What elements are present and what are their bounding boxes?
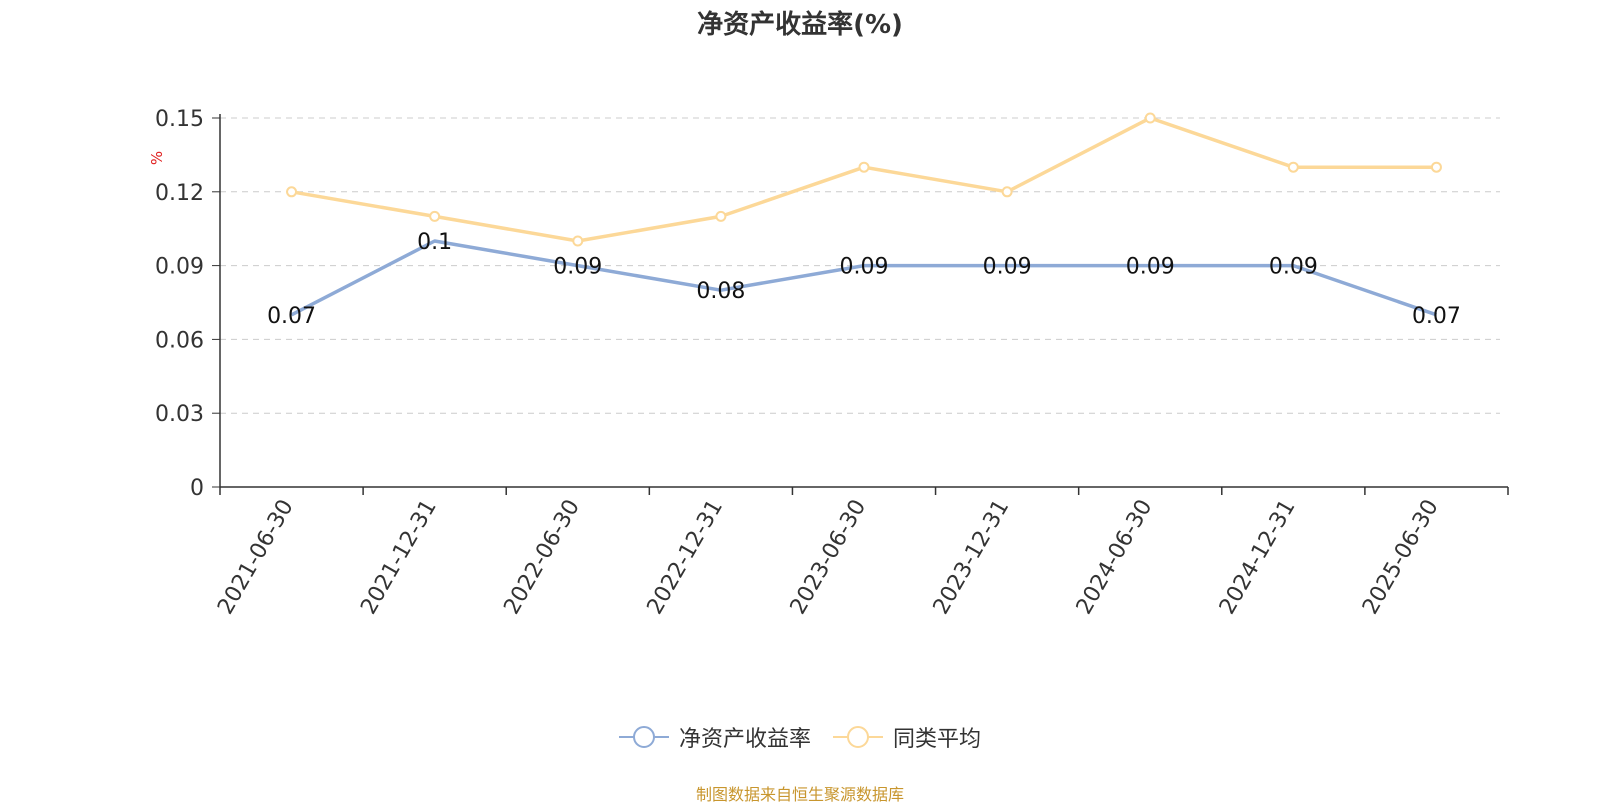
y-axis-unit-label: % xyxy=(148,151,166,165)
x-tick-label: 2025-06-30 xyxy=(1358,496,1444,619)
source-note: 制图数据来自恒生聚源数据库 xyxy=(695,785,904,804)
legend-label-roe: 净资产收益率 xyxy=(678,727,811,752)
y-tick-label: 0.06 xyxy=(155,328,204,353)
x-tick-label: 2022-12-31 xyxy=(643,496,729,619)
data-point-avg xyxy=(429,210,441,222)
chart-title: 净资产收益率(%) xyxy=(697,10,903,40)
data-label-roe: 0.07 xyxy=(267,304,316,329)
x-tick-label: 2022-06-30 xyxy=(499,496,585,619)
data-label-roe: 0.08 xyxy=(696,279,745,304)
y-tick-label: 0.12 xyxy=(155,181,204,206)
data-label-roe: 0.09 xyxy=(1126,255,1175,280)
series-line-roe xyxy=(290,239,1438,317)
x-tick-label: 2021-12-31 xyxy=(356,496,442,619)
legend-roe-icon xyxy=(618,726,669,748)
y-tick-label: 0.09 xyxy=(155,255,204,280)
data-point-avg xyxy=(1144,112,1156,124)
data-point-avg xyxy=(286,186,298,198)
legend-item-roe[interactable]: 净资产收益率 xyxy=(618,721,811,753)
data-label-roe: 0.09 xyxy=(840,255,889,280)
data-point-avg xyxy=(1287,161,1299,173)
data-point-avg xyxy=(1001,186,1013,198)
data-label-roe: 0.09 xyxy=(983,255,1032,280)
legend-label-avg: 同类平均 xyxy=(893,727,982,752)
legend-avg-icon xyxy=(833,726,883,748)
x-tick-label: 2024-06-30 xyxy=(1072,496,1158,619)
data-label-roe: 0.09 xyxy=(1269,255,1318,280)
x-tick-label: 2023-12-31 xyxy=(929,496,1015,619)
data-point-avg xyxy=(572,235,584,247)
x-tick-label: 2023-06-30 xyxy=(786,496,872,619)
data-point-avg xyxy=(858,161,870,173)
data-label-roe: 0.09 xyxy=(553,255,602,280)
data-label-roe: 0.1 xyxy=(417,230,452,255)
x-tick-label: 2021-06-30 xyxy=(213,496,299,619)
x-tick-label: 2024-12-31 xyxy=(1215,496,1301,619)
series-line-avg xyxy=(291,116,1437,243)
y-tick-label: 0 xyxy=(190,476,204,501)
y-tick-label: 0.15 xyxy=(155,107,204,132)
data-point-avg xyxy=(715,210,727,222)
data-label-roe: 0.07 xyxy=(1412,304,1461,329)
legend: 净资产收益率 同类平均 xyxy=(0,722,1600,752)
y-tick-label: 0.03 xyxy=(155,402,204,427)
legend-item-avg[interactable]: 同类平均 xyxy=(833,721,981,753)
data-point-avg xyxy=(1430,161,1442,173)
